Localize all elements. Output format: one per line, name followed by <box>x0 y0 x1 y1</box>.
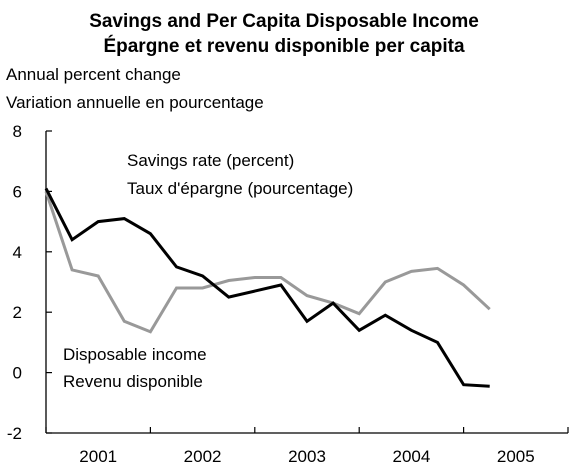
disposable-income-line <box>44 190 491 334</box>
series-lines <box>44 187 491 388</box>
x-tick-labels: 2001 2002 2003 2004 2005 <box>79 447 534 466</box>
series-label-income-line-2: Revenu disponible <box>63 372 203 391</box>
y-tick-label: 2 <box>13 303 22 322</box>
x-tick-label: 2005 <box>497 447 535 466</box>
savings-rate-line <box>44 187 490 388</box>
y-axis-label-line-1: Annual percent change <box>6 65 181 84</box>
y-tick-labels: 8 6 4 2 0 -2 <box>7 122 22 443</box>
y-tick-label: 6 <box>13 182 22 201</box>
y-tick-label: 0 <box>13 364 22 383</box>
x-tick-label: 2004 <box>392 447 430 466</box>
series-label-savings-line-2: Taux d'épargne (pourcentage) <box>127 179 353 198</box>
series-label-income-line-1: Disposable income <box>63 345 207 364</box>
x-tick-label: 2002 <box>184 447 222 466</box>
y-tick-label: 8 <box>13 122 22 141</box>
chart-title: Savings and Per Capita Disposable Income <box>89 11 479 32</box>
y-tick-label: 4 <box>13 243 22 262</box>
y-axis-label-line-2: Variation annuelle en pourcentage <box>6 93 264 112</box>
x-tick-label: 2003 <box>288 447 326 466</box>
axes <box>45 130 569 434</box>
series-label-savings-line-1: Savings rate (percent) <box>127 151 294 170</box>
chart-subtitle: Épargne et revenu disponible per capita <box>103 35 465 57</box>
x-tick-label: 2001 <box>79 447 117 466</box>
y-tick-label: -2 <box>7 424 22 443</box>
